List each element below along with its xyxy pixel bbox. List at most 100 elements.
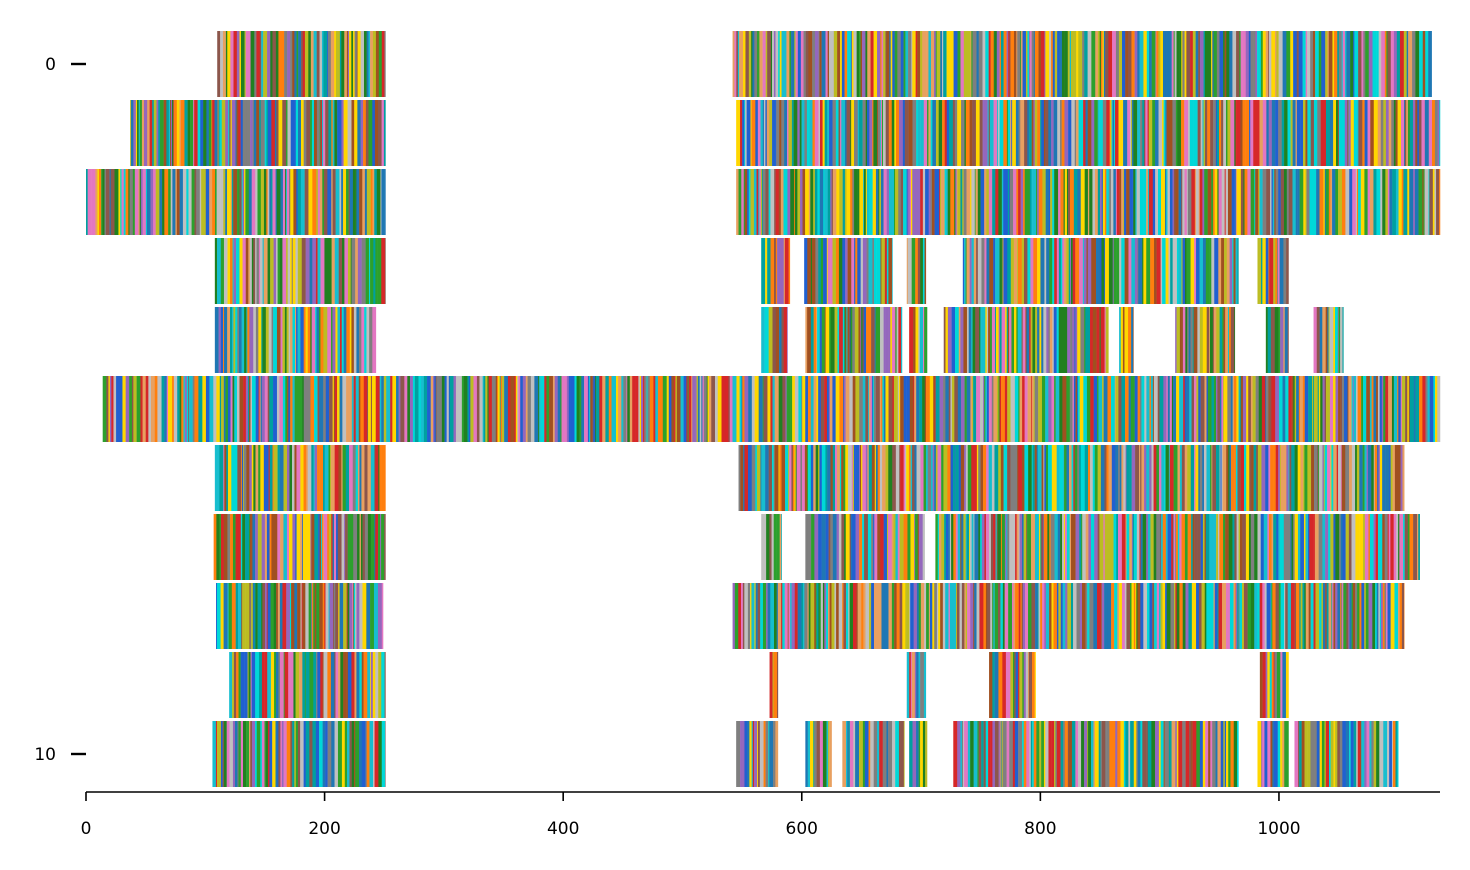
stripe <box>993 514 996 580</box>
stripe <box>862 100 866 166</box>
stripe <box>270 652 275 718</box>
stripe <box>1136 721 1139 787</box>
stripe <box>258 652 263 718</box>
stripe <box>1433 376 1436 442</box>
stripe <box>773 31 776 97</box>
stripe <box>778 31 780 97</box>
stripe <box>205 376 210 442</box>
stripe <box>1066 169 1069 235</box>
stripe <box>250 31 255 97</box>
stripe <box>926 31 929 97</box>
stripe <box>1109 721 1113 787</box>
stripe <box>1315 376 1318 442</box>
stripe <box>1211 445 1213 511</box>
stripe <box>231 583 236 649</box>
stripe <box>779 238 783 304</box>
stripe <box>491 376 496 442</box>
stripe <box>862 514 865 580</box>
stripe <box>170 100 173 166</box>
stripe <box>993 238 996 304</box>
stripe <box>917 100 921 166</box>
stripe <box>1389 721 1393 787</box>
stripe <box>883 307 886 373</box>
stripe <box>906 238 909 304</box>
stripe <box>238 583 242 649</box>
stripe <box>920 169 924 235</box>
stripe <box>1092 307 1097 373</box>
stripe <box>322 514 325 580</box>
stripe <box>888 307 891 373</box>
stripe <box>300 583 302 649</box>
stripe <box>846 583 849 649</box>
stripe <box>330 652 335 718</box>
stripe <box>292 514 296 580</box>
stripe <box>1172 514 1175 580</box>
stripe <box>865 31 868 97</box>
stripe <box>1012 514 1016 580</box>
stripe <box>739 376 742 442</box>
stripe <box>875 514 878 580</box>
stripe <box>732 583 736 649</box>
stripe <box>794 31 796 97</box>
stripe <box>1375 583 1377 649</box>
stripe <box>1049 31 1052 97</box>
stripe <box>366 583 371 649</box>
stripe <box>1247 583 1252 649</box>
stripe <box>266 445 269 511</box>
stripe <box>292 31 295 97</box>
stripe <box>341 721 346 787</box>
stripe <box>1183 376 1186 442</box>
stripe <box>235 652 237 718</box>
stripe <box>1209 307 1214 373</box>
stripe <box>960 31 965 97</box>
stripe <box>861 307 863 373</box>
stripe <box>1325 307 1328 373</box>
stripe <box>1300 583 1303 649</box>
stripe <box>349 169 354 235</box>
stripe <box>1048 721 1052 787</box>
stripe <box>825 307 830 373</box>
stripe <box>1260 514 1264 580</box>
stripe <box>248 652 251 718</box>
stripe <box>1119 307 1122 373</box>
stripe <box>754 31 758 97</box>
stripe <box>333 376 336 442</box>
stripe <box>1071 721 1076 787</box>
stripe <box>288 307 291 373</box>
stripe <box>1176 31 1180 97</box>
stripe <box>1307 31 1311 97</box>
stripe <box>765 169 767 235</box>
stripe <box>763 100 766 166</box>
stripe <box>939 169 941 235</box>
stripe <box>276 376 280 442</box>
stripe <box>1297 445 1301 511</box>
stripe <box>770 376 773 442</box>
stripe <box>453 376 457 442</box>
stripe <box>304 652 306 718</box>
stripe <box>1204 376 1207 442</box>
stripe <box>1080 307 1085 373</box>
stripe <box>960 445 965 511</box>
stripe <box>1353 376 1357 442</box>
stripe <box>246 721 250 787</box>
stripe <box>1131 31 1135 97</box>
stripe <box>1246 376 1249 442</box>
stripe <box>1344 31 1347 97</box>
stripe <box>1178 238 1182 304</box>
stripe <box>898 100 902 166</box>
stripe <box>360 31 365 97</box>
stripe <box>218 100 220 166</box>
stripe <box>255 721 258 787</box>
stripe <box>863 583 866 649</box>
stripe <box>236 307 238 373</box>
stripe <box>1147 100 1150 166</box>
stripe <box>1014 652 1016 718</box>
stripe <box>1125 31 1129 97</box>
stripe <box>1339 514 1341 580</box>
stripe <box>916 583 919 649</box>
stripe <box>738 445 741 511</box>
stripe <box>214 445 217 511</box>
stripe <box>754 376 759 442</box>
stripe <box>1192 307 1194 373</box>
stripe <box>373 238 376 304</box>
